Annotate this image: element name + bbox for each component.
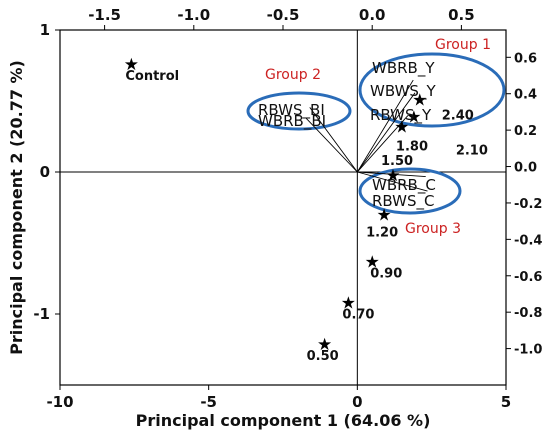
- observation-point: ★: [406, 108, 421, 128]
- right-tick-label: 0.4: [514, 88, 537, 103]
- observation-point: ★: [124, 55, 139, 75]
- observation-label: Control: [125, 69, 179, 84]
- variable-label: RBWS_BI: [258, 101, 325, 120]
- loading-vector: [357, 171, 426, 178]
- variable-label: WBRB_BI: [258, 112, 326, 131]
- loading-vector: [305, 117, 358, 173]
- loading-vector: [357, 171, 428, 192]
- top-tick-label: 0.0: [359, 6, 386, 24]
- x-tick-label: 5: [501, 393, 511, 411]
- variable-label: RBWS_C: [372, 192, 435, 211]
- observation-point: ★: [365, 252, 380, 272]
- observation-point: ★: [412, 91, 427, 111]
- right-tick-label: 0.6: [514, 51, 537, 66]
- observation-point: ★: [376, 206, 391, 226]
- observation-label: 2.10: [456, 144, 488, 159]
- right-tick-label: 0.0: [514, 161, 537, 176]
- group-3-ellipse: [358, 167, 462, 215]
- observation-label: 1.80: [396, 140, 428, 155]
- group-2-ellipse: [246, 91, 352, 131]
- observation-label: 0.90: [370, 266, 402, 281]
- group-1-ellipse: [358, 52, 506, 128]
- right-tick-label: -0.2: [514, 197, 542, 212]
- right-tick-label: -0.6: [514, 270, 542, 285]
- right-tick-label: -0.4: [514, 233, 542, 248]
- y-tick-label: 1: [40, 21, 50, 39]
- right-tick-label: -1.0: [514, 343, 542, 358]
- group-label-3: Group 3: [405, 221, 461, 237]
- x-tick-label: 0: [352, 393, 362, 411]
- variable-label: WBWS_Y: [370, 82, 436, 101]
- top-tick-label: -1.5: [88, 6, 121, 24]
- observation-label: 0.50: [307, 349, 339, 364]
- x-axis-label: Principal component 1 (64.06 %): [136, 411, 431, 430]
- variable-label: WBRB_C: [372, 176, 436, 195]
- observation-label: 1.20: [366, 226, 398, 241]
- observation-label: 0.70: [342, 308, 374, 323]
- y-tick-label: -1: [33, 305, 50, 323]
- x-tick-label: -10: [46, 393, 73, 411]
- top-tick-label: -0.5: [267, 6, 300, 24]
- right-tick-label: -0.8: [514, 306, 542, 321]
- group-label-2: Group 2: [265, 67, 321, 83]
- top-tick-label: -1.0: [177, 6, 210, 24]
- right-tick-label: 0.2: [514, 124, 537, 139]
- loading-vector: [356, 92, 416, 173]
- observation-label: 1.50: [381, 154, 413, 169]
- observation-point: ★: [385, 166, 400, 186]
- group-label-1: Group 1: [435, 37, 491, 53]
- top-tick-label: 0.5: [448, 6, 475, 24]
- loading-vector: [309, 107, 358, 173]
- y-axis-label: Principal component 2 (20.77 %): [7, 60, 26, 355]
- loading-vector: [356, 79, 414, 173]
- observation-point: ★: [394, 118, 409, 138]
- x-tick-label: -5: [200, 393, 217, 411]
- observation-point: ★: [317, 335, 332, 355]
- variable-label: RBWS_Y: [370, 106, 432, 125]
- variable-label: WBRB_Y: [372, 59, 435, 78]
- y-tick-label: 0: [40, 163, 50, 181]
- loading-vector: [356, 115, 409, 173]
- observation-label: 2.40: [442, 109, 474, 124]
- observation-point: ★: [341, 294, 356, 314]
